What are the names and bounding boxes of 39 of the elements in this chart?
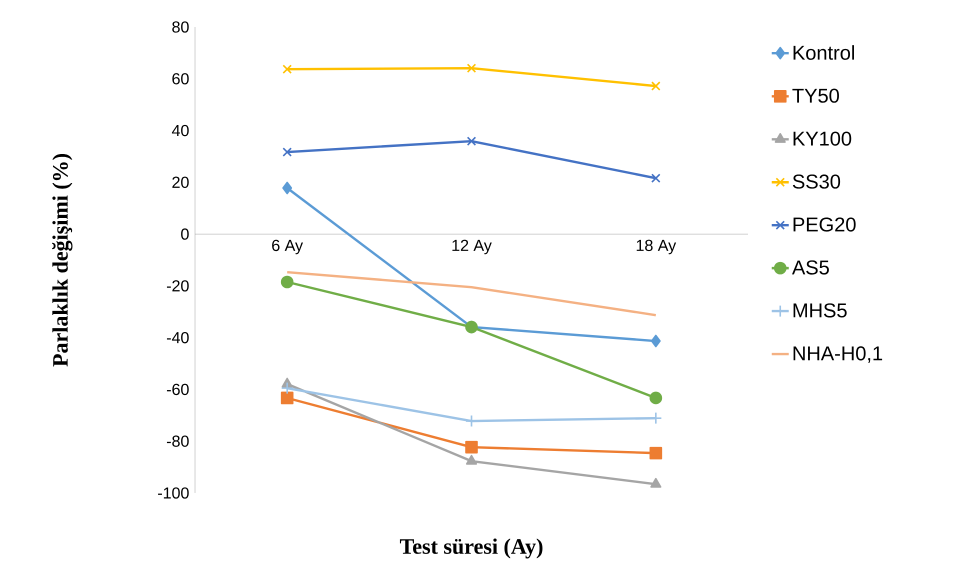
- point: [651, 81, 661, 91]
- y-tick-label: 40: [172, 124, 189, 136]
- legend-label: Kontrol: [794, 45, 854, 60]
- point: [280, 382, 294, 394]
- legend-label: TY50: [792, 88, 839, 103]
- y-tick-label: -20: [166, 280, 189, 292]
- point: [650, 446, 662, 460]
- point: [280, 392, 294, 404]
- point: [280, 276, 294, 288]
- point: [282, 64, 292, 74]
- y-tick-label: -60: [166, 384, 189, 396]
- y-tick-label: -80: [166, 436, 189, 447]
- legend-label: PEG20: [794, 217, 856, 232]
- y-tick-label: 0: [181, 228, 189, 240]
- x-tick-label: 12 Ay: [452, 240, 492, 254]
- legend-label: AS5: [792, 260, 829, 275]
- legend-label: KY100: [794, 132, 852, 146]
- x-axis-title: Test süresi (Ay): [400, 538, 542, 558]
- y-tick-label: 60: [172, 73, 189, 84]
- point: [651, 173, 661, 183]
- point: [282, 182, 292, 194]
- x-tick-label: 6 Ay: [272, 240, 304, 254]
- legend-label: MHS5: [794, 303, 847, 318]
- point: [650, 478, 662, 488]
- point: [650, 392, 662, 404]
- legend-label: SS30: [792, 174, 840, 189]
- point: [282, 147, 292, 157]
- y-tick-label: 20: [172, 176, 189, 188]
- y-tick-label: 80: [172, 21, 189, 33]
- y-axis-title: Parlaklık değişimi (%): [52, 154, 72, 367]
- point: [466, 136, 476, 146]
- x-tick-label: 18 Ay: [636, 240, 676, 254]
- point: [466, 454, 478, 465]
- y-tick-label: -40: [166, 332, 189, 344]
- y-tick-label: -100: [158, 487, 189, 499]
- point: [465, 440, 478, 454]
- legend-label: NHA-H0,1: [794, 346, 882, 363]
- point: [466, 63, 476, 73]
- point: [650, 334, 661, 348]
